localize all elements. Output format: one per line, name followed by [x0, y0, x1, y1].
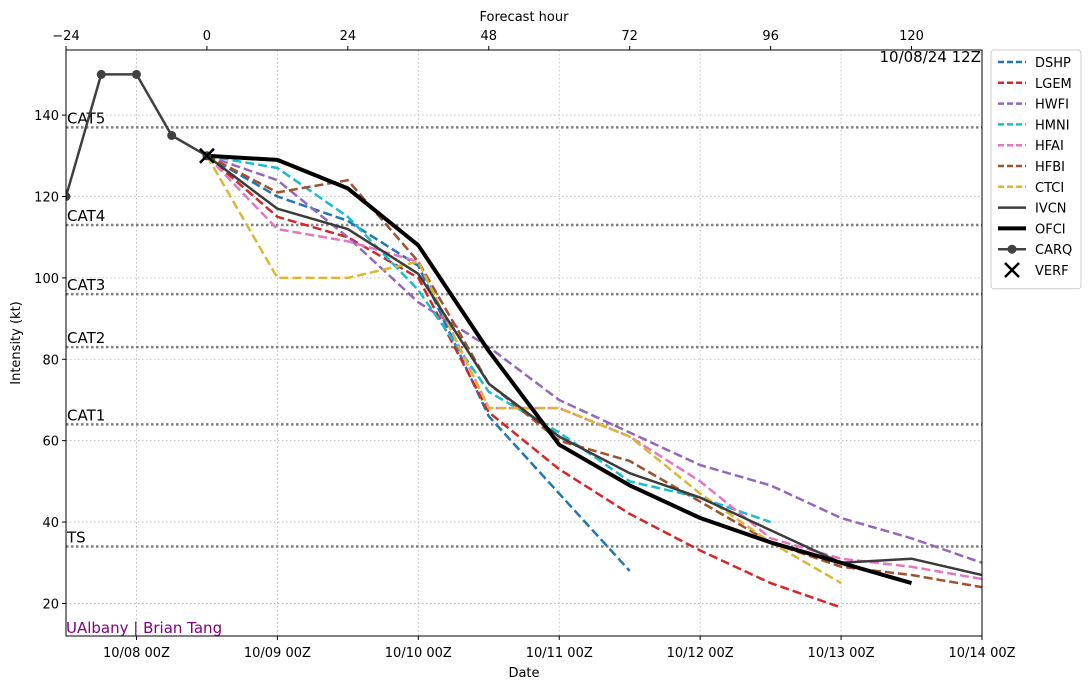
carq-point [96, 69, 106, 79]
legend-item-lgem: LGEM [998, 77, 1072, 92]
verf-marker [199, 147, 215, 164]
y-tick-label: 80 [42, 353, 59, 368]
legend-item-carq: CARQ [998, 243, 1072, 258]
series-line-ctci [205, 155, 842, 585]
category-lines: TS CAT1 CAT2 CAT3 CAT4 CAT5 [66, 109, 982, 548]
legend-label-lgem: LGEM [1035, 77, 1072, 92]
legend-item-hfai: HFAI [998, 139, 1064, 154]
category-label-cat1: CAT1 [67, 406, 105, 424]
category-label-cat2: CAT2 [67, 329, 105, 347]
legend-item-ofci: OFCI [998, 222, 1066, 237]
legend-label-hfbi: HFBI [1035, 160, 1065, 175]
top-tick-label: 120 [899, 29, 924, 44]
legend-item-hfbi: HFBI [998, 160, 1065, 175]
y-axis-title: Intensity (kt) [9, 301, 24, 384]
carq-point [131, 69, 141, 79]
legend-item-hmni: HMNI [998, 118, 1070, 133]
legend-item-ctci: CTCI [998, 181, 1064, 196]
legend-label-hfai: HFAI [1035, 139, 1064, 154]
legend-item-ivcn: IVCN [998, 202, 1067, 217]
x-tick-label: 10/11 00Z [526, 646, 593, 661]
y-tick-label: 40 [42, 516, 59, 531]
category-label-ts: TS [66, 528, 86, 546]
y-tick-label: 20 [42, 597, 59, 612]
y-tick-label: 60 [42, 435, 59, 450]
x-tick-label: 10/09 00Z [244, 646, 311, 661]
category-label-cat3: CAT3 [67, 276, 105, 294]
x-tick-label: 10/14 00Z [948, 646, 1015, 661]
legend-label-hmni: HMNI [1035, 118, 1070, 133]
top-tick-label: 72 [621, 29, 638, 44]
y-tick-label: 100 [34, 272, 59, 287]
legend-label-hwfi: HWFI [1035, 98, 1069, 113]
legend-swatch-marker [1007, 244, 1017, 254]
y-tick-label: 140 [34, 109, 59, 124]
top-tick-label: 24 [340, 29, 357, 44]
legend-label-ctci: CTCI [1035, 181, 1064, 196]
top-tick-label: 48 [480, 29, 497, 44]
carq-point [66, 192, 71, 201]
legend-swatch-verf-b [1004, 262, 1020, 278]
category-label-cat5: CAT5 [67, 109, 105, 127]
legend: DSHP LGEM HWFI HMNI HFAI HFBI CTCI IVCN OFCI CARQ… [990, 49, 1082, 290]
legend-item-dshp: DSHP [998, 56, 1071, 71]
carq-point [167, 130, 177, 140]
x-tick-label: 10/08 00Z [103, 646, 170, 661]
credit-label: UAlbany | Brian Tang [66, 619, 222, 637]
series-line-ivcn [206, 154, 982, 577]
plot-border [65, 49, 983, 637]
series-group [66, 69, 982, 609]
grid-layer [66, 50, 983, 636]
x-axis-title: Date [508, 666, 539, 681]
legend-label-carq: CARQ [1035, 243, 1072, 258]
legend-label-ofci: OFCI [1035, 222, 1066, 237]
series-layer [66, 69, 982, 609]
top-tick-label: −24 [52, 29, 79, 44]
series-line-hfai [205, 154, 982, 581]
x-tick-label: 10/13 00Z [808, 646, 875, 661]
series-line-hfbi [206, 154, 982, 589]
axis-ticks: 20 40 60 80 100 120 140 10/08 00Z 10/09 00Z 10/10… [34, 29, 1015, 661]
category-label-cat4: CAT4 [67, 207, 105, 225]
legend-item-hwfi: HWFI [998, 98, 1069, 113]
series-line-hmni [206, 154, 772, 524]
legend-label-dshp: DSHP [1035, 56, 1071, 71]
series-line-hwfi [206, 154, 982, 564]
top-tick-label: 0 [203, 29, 211, 44]
top-tick-label: 96 [762, 29, 779, 44]
plot-frame [65, 49, 983, 637]
verf-marker-stroke-b [199, 147, 215, 164]
series-line-dshp [206, 154, 631, 572]
x-tick-label: 10/10 00Z [385, 646, 452, 661]
legend-item-verf: VERF [1004, 262, 1069, 279]
legend-label-verf: VERF [1035, 264, 1069, 279]
legend-label-ivcn: IVCN [1035, 202, 1067, 217]
timestamp-label: 10/08/24 12Z [880, 48, 982, 66]
series-line-lgem [206, 154, 842, 609]
series-line-ofci [206, 153, 913, 586]
y-tick-label: 120 [34, 191, 59, 206]
x-tick-label: 10/12 00Z [667, 646, 734, 661]
top-axis-title: Forecast hour [480, 10, 570, 25]
